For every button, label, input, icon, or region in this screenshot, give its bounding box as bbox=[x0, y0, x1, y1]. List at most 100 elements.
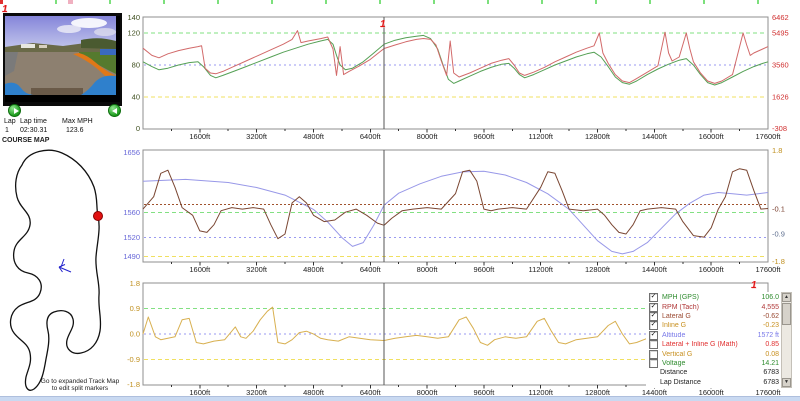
legend-rows: ✓ MPH (GPS) 106.0 ✓ RPM (Tach) 4,555 ✓ Lateral … bbox=[646, 293, 781, 387]
x-tick-label: 3200ft bbox=[246, 132, 268, 141]
x-tick-label: 16000ft bbox=[699, 388, 725, 397]
x-tick-label: 17600ft bbox=[755, 132, 781, 141]
x-tick-label: 3200ft bbox=[246, 265, 268, 274]
scrollbar-thumb[interactable] bbox=[782, 303, 791, 325]
channel-checkbox[interactable]: ✓ bbox=[649, 321, 658, 331]
channel-value: 1572 ft bbox=[757, 331, 779, 339]
x-tick-label: 12800ft bbox=[585, 265, 611, 274]
play-forward-button[interactable] bbox=[8, 104, 21, 117]
legend-row: Voltage 14.21 bbox=[646, 358, 781, 368]
x-tick-label: 14400ft bbox=[642, 132, 668, 141]
lap-header-lap: Lap bbox=[4, 118, 16, 125]
legend-row: Lateral + Inline G (Math) 0.85 bbox=[646, 340, 781, 350]
lap-time-value: 02:30.31 bbox=[20, 127, 48, 134]
channel-legend: ✓ MPH (GPS) 106.0 ✓ RPM (Tach) 4,555 ✓ Lateral … bbox=[646, 292, 792, 388]
chart-speed-rpm: 1600ft 3200ft 4800ft 6400ft 8000ft 9600ft 1120… bbox=[127, 13, 788, 141]
y-tick-label: -0.9 bbox=[127, 355, 140, 364]
play-reverse-button[interactable] bbox=[108, 104, 121, 117]
x-tick-label: 12800ft bbox=[585, 388, 611, 397]
y-tick-label: 1.8 bbox=[772, 146, 782, 155]
x-tick-label: 16000ft bbox=[699, 132, 725, 141]
cursor-marker-1[interactable]: 1 bbox=[380, 19, 386, 30]
channel-checkbox[interactable]: ✓ bbox=[649, 293, 658, 303]
channel-label: Distance bbox=[660, 369, 688, 377]
legend-scrollbar[interactable]: ▲ ▼ bbox=[781, 292, 792, 388]
x-tick-label: 6400ft bbox=[360, 388, 382, 397]
y-tick-label: 0.0 bbox=[130, 330, 140, 339]
y-tick-label: -1.8 bbox=[127, 380, 140, 389]
onboard-video-frame[interactable] bbox=[3, 13, 122, 106]
legend-row: Lap Distance 6783 bbox=[646, 378, 781, 387]
y-tick-label: -0.1 bbox=[772, 205, 785, 214]
x-tick-label: 1600ft bbox=[189, 388, 211, 397]
chart-inline-g: 1600ft 3200ft 4800ft 6400ft 8000ft 9600ft 1120… bbox=[127, 279, 781, 397]
channel-value: 0.08 bbox=[765, 350, 779, 358]
y-tick-label: -0.9 bbox=[772, 230, 785, 239]
plot-border bbox=[142, 149, 769, 263]
scroll-up-button[interactable]: ▲ bbox=[782, 293, 791, 302]
clipped-tick bbox=[163, 0, 165, 4]
max-mph-value: 123.6 bbox=[66, 127, 84, 134]
channel-label: Voltage bbox=[662, 359, 686, 367]
clipped-tick bbox=[271, 0, 273, 4]
split-marker-arrow bbox=[58, 258, 72, 273]
clipped-tick bbox=[433, 0, 435, 4]
x-tick-label: 9600ft bbox=[473, 388, 495, 397]
x-tick-label: 11200ft bbox=[528, 388, 553, 397]
channel-value: 6783 bbox=[763, 378, 779, 386]
x-tick-label: 12800ft bbox=[585, 132, 611, 141]
channel-checkbox[interactable] bbox=[649, 349, 658, 359]
y-tick-label: 1656 bbox=[123, 148, 140, 157]
clipped-tick bbox=[68, 0, 73, 4]
chart-altitude-lateral: 1600ft 3200ft 4800ft 6400ft 8000ft 9600ft 1120… bbox=[123, 146, 785, 274]
channel-checkbox[interactable]: ✓ bbox=[649, 311, 658, 321]
x-tick-label: 1600ft bbox=[189, 265, 211, 274]
channel-value: 14.21 bbox=[761, 359, 779, 367]
y-tick-label: 1.8 bbox=[130, 279, 140, 288]
cursor-marker-1[interactable]: 1 bbox=[2, 4, 8, 15]
x-tick-label: 4800ft bbox=[303, 388, 325, 397]
channel-value: -0.23 bbox=[763, 322, 779, 330]
channel-checkbox[interactable]: ✓ bbox=[649, 330, 658, 340]
series-lateral-g bbox=[142, 168, 769, 240]
x-tick-label: 1600ft bbox=[189, 132, 211, 141]
channel-checkbox[interactable] bbox=[649, 340, 658, 350]
channel-checkbox[interactable] bbox=[649, 358, 658, 368]
footer-line-1: Go to expanded Track Map bbox=[40, 378, 120, 385]
clipped-tick bbox=[757, 0, 759, 4]
channel-label: Lap Distance bbox=[660, 378, 701, 386]
video-still bbox=[5, 16, 116, 95]
x-tick-label: 4800ft bbox=[303, 132, 325, 141]
y-tick-label: 40 bbox=[132, 93, 140, 102]
clipped-tick bbox=[325, 0, 327, 4]
x-tick-label: 4800ft bbox=[303, 265, 325, 274]
track-outline bbox=[9, 149, 102, 391]
course-map[interactable] bbox=[0, 143, 135, 400]
clipped-tick bbox=[379, 0, 381, 4]
x-tick-label: 11200ft bbox=[528, 265, 553, 274]
x-tick-label: 9600ft bbox=[473, 265, 495, 274]
x-tick-label: 8000ft bbox=[417, 132, 439, 141]
y-tick-label: 1490 bbox=[123, 252, 140, 261]
legend-row: Vertical G 0.08 bbox=[646, 349, 781, 359]
series-altitude bbox=[142, 170, 769, 255]
y-tick-label: 120 bbox=[127, 29, 140, 38]
channel-label: Altitude bbox=[662, 331, 686, 339]
channel-value: 0.85 bbox=[765, 341, 779, 349]
x-tick-label: 17600ft bbox=[755, 388, 781, 397]
channel-label: Inline G bbox=[662, 322, 687, 330]
course-map-footer[interactable]: Go to expanded Track Map to edit split m… bbox=[28, 378, 132, 392]
y-tick-label: 3560 bbox=[772, 61, 789, 70]
x-tick-label: 16000ft bbox=[699, 265, 725, 274]
channel-checkbox[interactable]: ✓ bbox=[649, 302, 658, 312]
clipped-tick bbox=[541, 0, 543, 4]
cursor-marker-1[interactable]: 1 bbox=[751, 280, 757, 291]
y-tick-label: -308 bbox=[772, 124, 787, 133]
y-tick-label: 6462 bbox=[772, 13, 789, 22]
legend-row: ✓ Lateral G -0.62 bbox=[646, 311, 781, 321]
scroll-down-button[interactable]: ▼ bbox=[782, 378, 791, 387]
legend-row: ✓ MPH (GPS) 106.0 bbox=[646, 293, 781, 303]
